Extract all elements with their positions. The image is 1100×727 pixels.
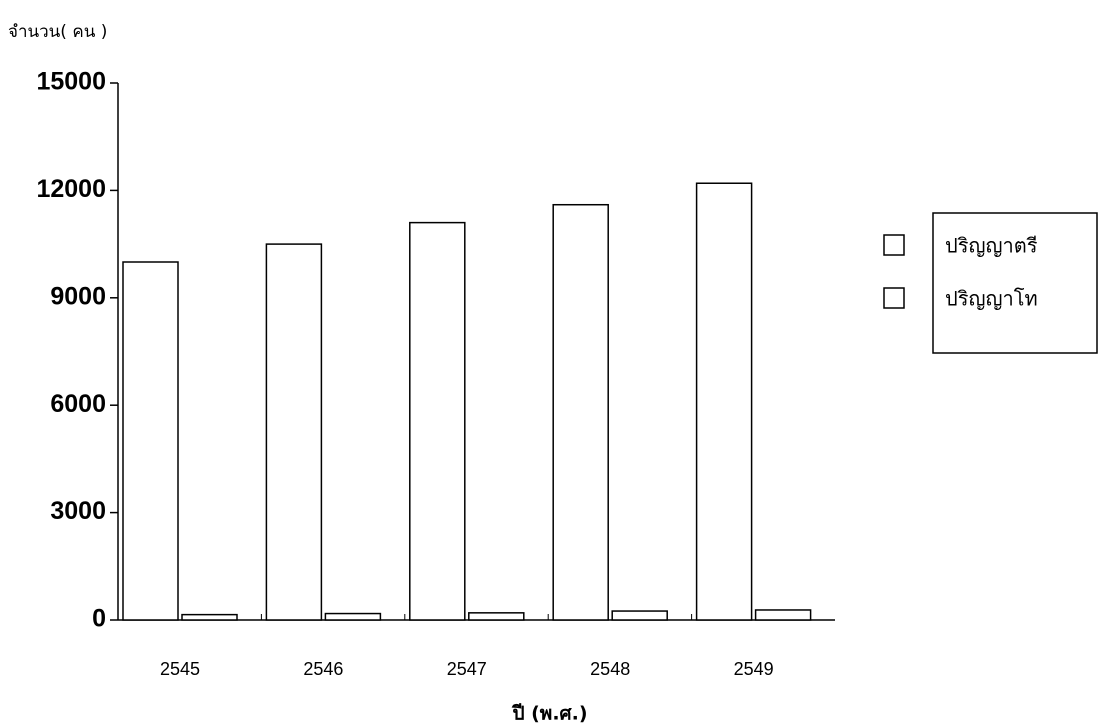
y-tick-label: 0 <box>92 605 106 633</box>
x-tick-label: 2545 <box>160 659 200 679</box>
bar <box>182 615 237 620</box>
bar <box>266 244 321 620</box>
bar <box>697 183 752 620</box>
bar <box>756 610 811 620</box>
x-tick-label: 2547 <box>447 659 487 679</box>
x-tick-label: 2546 <box>303 659 343 679</box>
y-tick-label: 3000 <box>50 497 106 525</box>
y-tick-label: 15000 <box>36 68 106 96</box>
legend-swatch <box>884 235 904 255</box>
bar <box>553 205 608 620</box>
legend-label: ปริญญาตรี <box>945 234 1038 258</box>
y-axis-label: จำนวน( คน ) <box>8 22 107 42</box>
y-tick-label: 6000 <box>50 390 106 418</box>
bar <box>410 223 465 620</box>
bar <box>612 611 667 620</box>
bar <box>325 614 380 620</box>
x-axis-label: ปี (พ.ศ.) <box>512 703 588 725</box>
chart: จำนวน( คน ) ปี (พ.ศ.) 0 3000 6000 9000 12000… <box>0 0 1100 727</box>
legend-label: ปริญญาโท <box>945 287 1038 311</box>
legend-swatch <box>884 288 904 308</box>
x-tick-label: 2549 <box>734 659 774 679</box>
bar <box>469 613 524 620</box>
y-tick-label: 12000 <box>36 175 106 203</box>
y-tick-label: 9000 <box>50 282 106 310</box>
x-tick-label: 2548 <box>590 659 630 679</box>
bar <box>123 262 178 620</box>
page: {"chart_data": {"type": "bar", "y_axis_l… <box>0 0 1100 727</box>
